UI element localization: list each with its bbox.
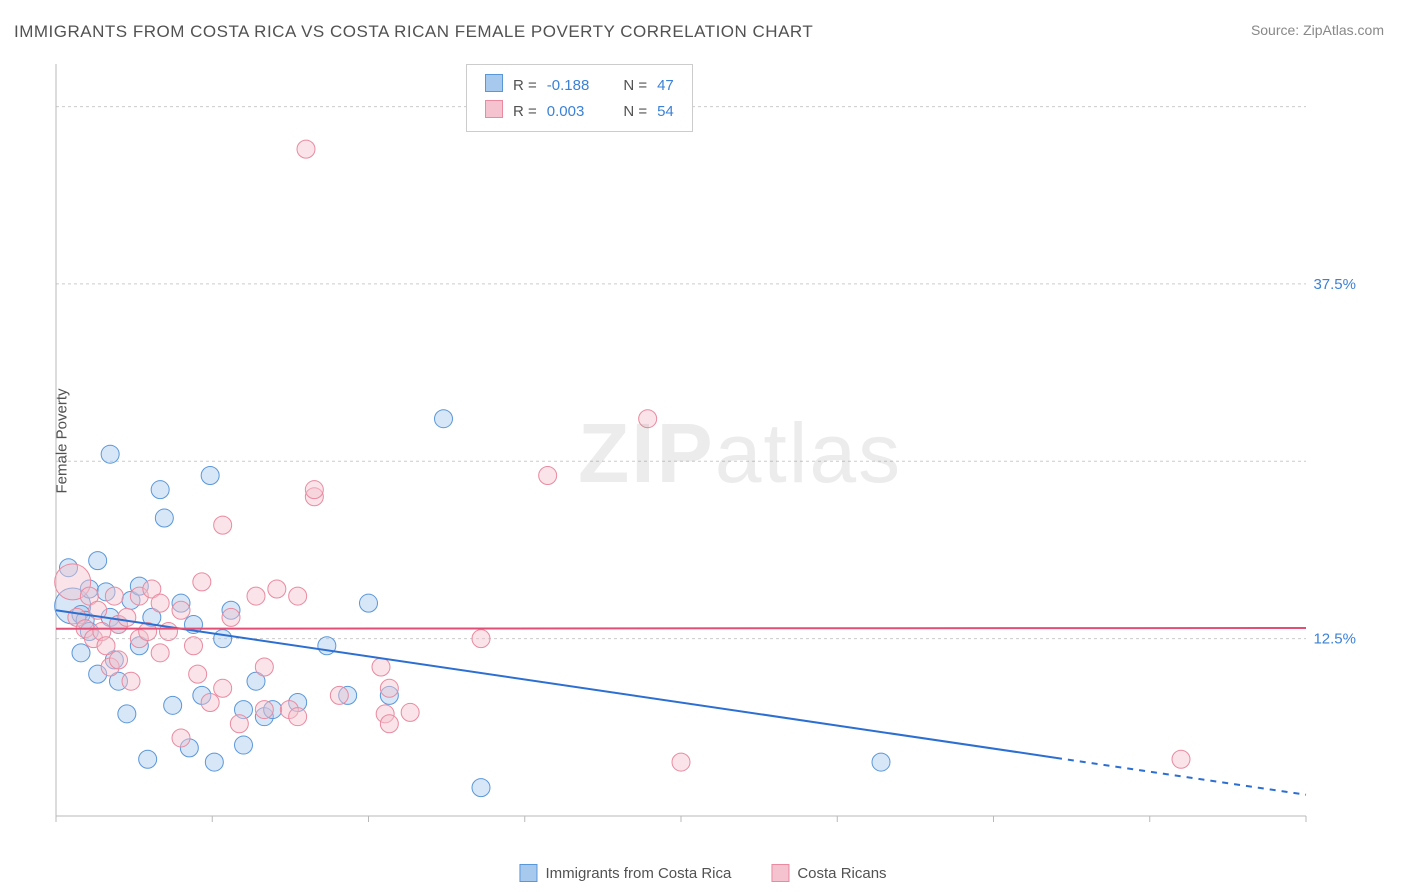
r-label: R = — [509, 73, 541, 97]
stats-box: R =-0.188 N =47 R =0.003 N =54 — [466, 64, 693, 132]
legend-bottom: Immigrants from Costa Rica Costa Ricans — [519, 864, 886, 882]
legend-swatch — [771, 864, 789, 882]
stats-swatch — [485, 100, 503, 118]
r-value: -0.188 — [543, 73, 594, 97]
source-label: Source: ZipAtlas.com — [1251, 22, 1384, 38]
stats-row: R =-0.188 N =47 — [481, 73, 678, 97]
legend-label: Costa Ricans — [797, 865, 886, 882]
legend-swatch — [519, 864, 537, 882]
n-value: 47 — [653, 73, 678, 97]
n-label: N = — [619, 99, 651, 123]
plot-area: Female Poverty 12.5%37.5%0.0%30.0% ZIPat… — [48, 60, 1358, 822]
r-label: R = — [509, 99, 541, 123]
legend-item: Immigrants from Costa Rica — [519, 864, 731, 882]
stats-row: R =0.003 N =54 — [481, 99, 678, 123]
stats-swatch — [485, 74, 503, 92]
svg-text:12.5%: 12.5% — [1313, 631, 1356, 648]
svg-text:37.5%: 37.5% — [1313, 276, 1356, 293]
y-axis-title: Female Poverty — [54, 388, 71, 493]
n-value: 54 — [653, 99, 678, 123]
chart-title: IMMIGRANTS FROM COSTA RICA VS COSTA RICA… — [14, 22, 813, 42]
legend-label: Immigrants from Costa Rica — [545, 865, 731, 882]
legend-item: Costa Ricans — [771, 864, 886, 882]
scatter-chart: 12.5%37.5%0.0%30.0% — [48, 60, 1358, 822]
n-label: N = — [619, 73, 651, 97]
r-value: 0.003 — [543, 99, 594, 123]
